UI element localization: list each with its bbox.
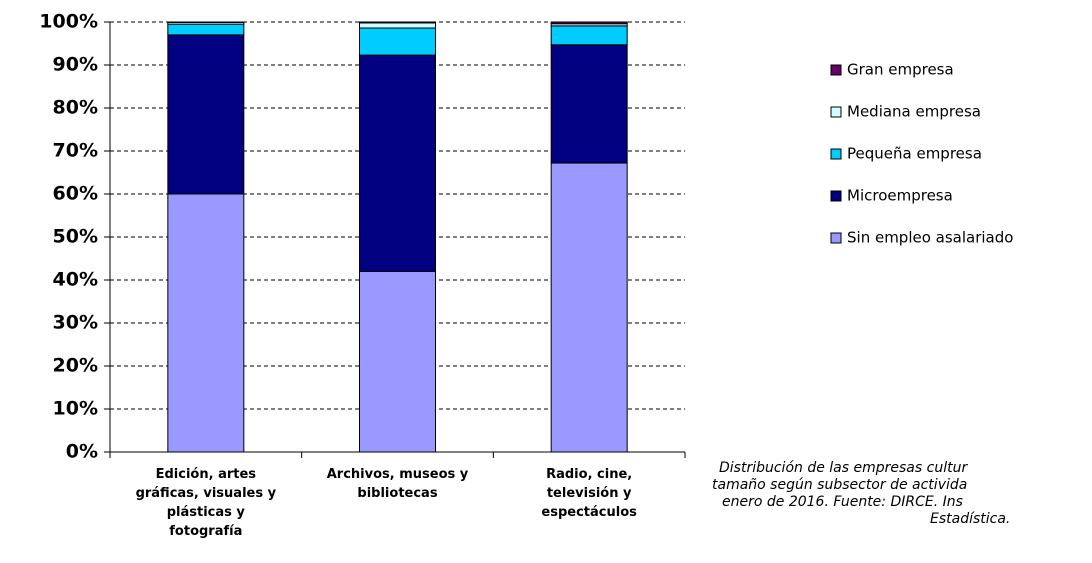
bar-segment xyxy=(550,162,628,453)
y-tick-label: 80% xyxy=(53,97,98,119)
x-tick-label: Edición, artes gráficas, visuales y plásti… xyxy=(136,467,277,539)
x-tick-label: Radio, cine, televisión y espectáculos xyxy=(541,467,637,520)
bar-segment xyxy=(550,25,628,46)
x-tick-label-line: Archivos, museos y xyxy=(327,467,469,482)
bar-segment xyxy=(359,27,436,56)
y-tick-label: 50% xyxy=(53,226,98,248)
bar-segment xyxy=(359,22,436,29)
x-tick-label-line: gráficas, visuales y xyxy=(136,486,277,501)
x-tick-label: Archivos, museos y bibliotecas xyxy=(327,467,469,501)
caption-line: Distribución de las empresas cultur xyxy=(719,460,968,476)
y-tick-label: 10% xyxy=(53,398,98,420)
x-tick-label-line: plásticas y xyxy=(167,505,246,520)
y-tick-label: 100% xyxy=(39,11,98,33)
bar-segment xyxy=(550,44,628,164)
y-tick-label: 20% xyxy=(53,355,98,377)
legend-swatch xyxy=(830,64,842,76)
caption-line: enero de 2016. Fuente: DIRCE. Ins xyxy=(722,494,963,510)
y-tick-label: 0% xyxy=(66,441,98,463)
y-tick-label: 90% xyxy=(53,54,98,76)
caption-line: tamaño según subsector de activida xyxy=(712,477,967,493)
legend-label: Mediana empresa xyxy=(847,103,981,121)
legend-swatch xyxy=(830,232,842,244)
legend-swatch xyxy=(830,148,842,160)
legend-label: Microempresa xyxy=(847,187,953,205)
bar-segment xyxy=(359,21,436,24)
bar-segment xyxy=(167,34,245,195)
legend-swatch xyxy=(830,106,842,118)
x-tick-label-line: bibliotecas xyxy=(357,486,437,501)
y-tick-label: 30% xyxy=(53,312,98,334)
legend-label: Gran empresa xyxy=(847,61,954,79)
x-tick-label-line: Edición, artes xyxy=(156,467,257,482)
y-tick-label: 60% xyxy=(53,183,98,205)
x-tick-label-line: espectáculos xyxy=(541,505,637,520)
bar-segment xyxy=(359,270,436,453)
bar-segment xyxy=(359,54,436,272)
x-tick-label-line: televisión y xyxy=(547,486,632,501)
bar-segment xyxy=(167,193,245,453)
y-tick-label: 40% xyxy=(53,269,98,291)
y-tick-label: 70% xyxy=(53,140,98,162)
x-tick-label-line: fotografía xyxy=(169,524,242,539)
x-tick-label-line: Radio, cine, xyxy=(546,467,632,482)
legend-swatch xyxy=(830,190,842,202)
legend-label: Sin empleo asalariado xyxy=(847,229,1013,247)
bar-segment xyxy=(167,23,245,36)
bar-segment xyxy=(550,21,628,25)
legend-label: Pequeña empresa xyxy=(847,145,982,163)
caption-line: Estadística. xyxy=(930,511,1010,527)
